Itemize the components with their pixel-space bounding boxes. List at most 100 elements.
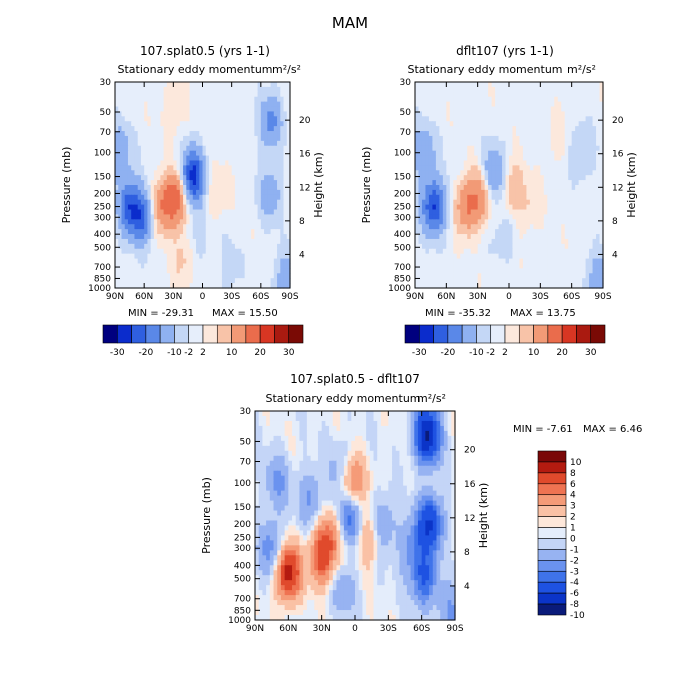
heatmap-cell <box>270 126 275 132</box>
heatmap-cell <box>196 263 200 269</box>
heatmap-cell <box>267 101 272 108</box>
heatmap-cell <box>179 150 184 157</box>
heatmap-cell <box>270 111 275 117</box>
heatmap-cell <box>267 224 272 230</box>
heatmap-cell <box>215 204 220 211</box>
heatmap-cell <box>310 411 315 417</box>
heatmap-cell <box>369 430 375 437</box>
panel-2: dflt107 (yrs 1-1) Stationary eddy moment… <box>360 44 638 358</box>
heatmap-cell <box>421 145 427 152</box>
heatmap-cell <box>533 180 538 186</box>
heatmap-cell <box>543 82 548 88</box>
heatmap-cell <box>498 234 503 240</box>
heatmap-cell <box>244 278 249 284</box>
heatmap-cell <box>446 258 451 265</box>
heatmap-cell <box>258 420 263 427</box>
heatmap-cell <box>442 224 447 230</box>
heatmap-cell <box>215 219 220 225</box>
heatmap-cell <box>463 126 468 132</box>
heatmap-cell <box>449 155 454 162</box>
heatmap-cell <box>202 204 207 211</box>
heatmap-cell <box>257 258 262 265</box>
heatmap-cell <box>491 219 496 225</box>
heatmap-cell <box>498 145 503 152</box>
heatmap-cell <box>199 263 204 269</box>
heatmap-cell <box>251 96 255 103</box>
heatmap-cell <box>453 116 458 122</box>
heatmap-cell <box>578 101 583 108</box>
heatmap-cell <box>173 170 178 176</box>
heatmap-cell <box>273 430 278 437</box>
heatmap-cell <box>456 150 461 157</box>
heatmap-cell <box>241 273 246 279</box>
heatmap-cell <box>543 131 548 137</box>
heatmap-cell <box>260 248 265 255</box>
colorbar-box <box>404 324 420 344</box>
y-tick-label: 200 <box>94 189 111 199</box>
heatmap-cell <box>267 111 272 117</box>
heatmap-cell <box>254 140 259 147</box>
heatmap-cell <box>453 155 458 162</box>
heatmap-cell <box>244 165 249 171</box>
heatmap-cell <box>257 219 262 225</box>
heatmap-cell <box>578 106 583 113</box>
heatmap-cell <box>225 253 230 260</box>
heatmap-cell <box>467 150 472 157</box>
heatmap-cell <box>170 106 174 113</box>
heatmap-cell <box>270 253 275 260</box>
heatmap-cell <box>421 258 427 265</box>
heatmap-cell <box>418 278 423 284</box>
heatmap-cell <box>529 135 534 142</box>
heatmap-cell <box>425 224 430 230</box>
heatmap-cell <box>547 170 552 176</box>
heatmap-cell <box>192 263 197 269</box>
y-right-tick-label: 4 <box>612 250 618 260</box>
heatmap-cell <box>477 253 482 260</box>
heatmap-cell <box>267 165 272 171</box>
heatmap-cell <box>124 96 129 103</box>
heatmap-cell <box>157 140 161 147</box>
heatmap-cell <box>225 165 230 171</box>
heatmap-cell <box>186 180 191 186</box>
heatmap-cell <box>205 194 210 201</box>
heatmap-cell <box>166 86 171 93</box>
heatmap-cell <box>592 214 597 220</box>
heatmap-cell <box>257 145 262 152</box>
heatmap-cell <box>491 234 496 240</box>
heatmap-cell <box>575 106 580 113</box>
heatmap-cell <box>160 140 165 147</box>
heatmap-cell <box>183 86 187 93</box>
heatmap-cell <box>571 111 576 117</box>
heatmap-cell <box>428 248 434 255</box>
heatmap-cell <box>428 283 434 289</box>
heatmap-cell <box>231 170 236 176</box>
heatmap-cell <box>144 135 149 142</box>
heatmap-cell <box>460 194 465 201</box>
heatmap-cell <box>599 82 604 88</box>
heatmap-cell <box>186 96 191 103</box>
heatmap-cell <box>212 238 217 245</box>
heatmap-cell <box>208 214 213 220</box>
heatmap-cell <box>266 430 271 437</box>
heatmap-cell <box>257 248 262 255</box>
heatmap-cell <box>488 96 493 103</box>
heatmap-cell <box>568 214 573 220</box>
heatmap-cell <box>176 155 181 162</box>
heatmap-cell <box>418 145 423 152</box>
heatmap-cell <box>474 253 479 260</box>
heatmap-cell <box>515 116 521 122</box>
heatmap-cell <box>460 106 465 113</box>
y-tick-label: 250 <box>394 203 411 213</box>
heatmap-cell <box>196 126 200 132</box>
heatmap-cell <box>428 273 434 279</box>
heatmap-cell <box>286 160 291 166</box>
heatmap-cell <box>205 229 210 235</box>
heatmap-cell <box>533 140 538 147</box>
heatmap-cell <box>456 165 461 171</box>
heatmap-cell <box>515 273 521 279</box>
heatmap-cell <box>515 253 521 260</box>
heatmap-cell <box>571 209 576 216</box>
heatmap-cell <box>509 160 514 166</box>
heatmap-cell <box>582 189 587 196</box>
heatmap-cell <box>509 229 514 235</box>
